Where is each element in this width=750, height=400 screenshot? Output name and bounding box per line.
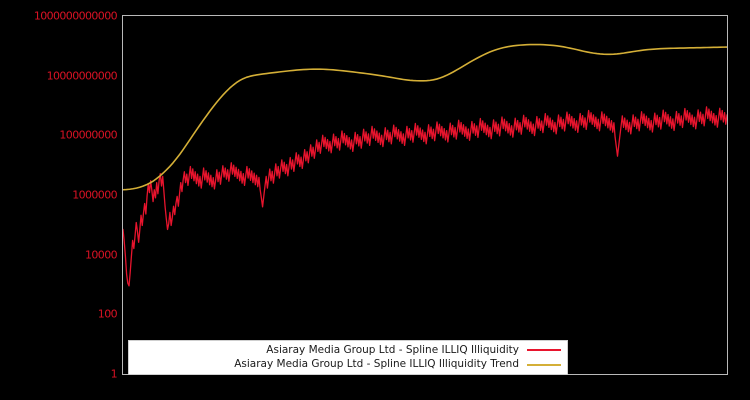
- series-line-illiquidity: [123, 107, 727, 286]
- series-line-illiquidity-trend: [123, 45, 727, 190]
- y-axis-tick-label: 1: [110, 367, 118, 381]
- chart-legend: Asiaray Media Group Ltd - Spline ILLIQ I…: [128, 340, 568, 375]
- plot-svg: [123, 16, 727, 374]
- legend-swatch-illiquidity: [527, 349, 561, 352]
- legend-swatch-illiquidity-trend: [527, 363, 561, 366]
- y-axis: 1000000000000 10000000000 100000000 1000000…: [0, 0, 122, 400]
- plot-area: [122, 15, 728, 375]
- y-axis-tick-label: 100000000: [59, 128, 117, 142]
- legend-item[interactable]: Asiaray Media Group Ltd - Spline ILLIQ I…: [129, 358, 561, 373]
- legend-label: Asiaray Media Group Ltd - Spline ILLIQ I…: [234, 358, 519, 371]
- y-axis-tick-label: 1000000: [72, 188, 117, 202]
- y-axis-tick-label: 1000000000000: [33, 9, 118, 23]
- y-axis-tick-label: 10000: [85, 248, 118, 262]
- legend-item[interactable]: Asiaray Media Group Ltd - Spline ILLIQ I…: [129, 343, 561, 358]
- y-axis-tick-label: 10000000000: [46, 69, 118, 83]
- y-axis-tick-label: 100: [97, 307, 118, 321]
- legend-label: Asiaray Media Group Ltd - Spline ILLIQ I…: [266, 343, 519, 356]
